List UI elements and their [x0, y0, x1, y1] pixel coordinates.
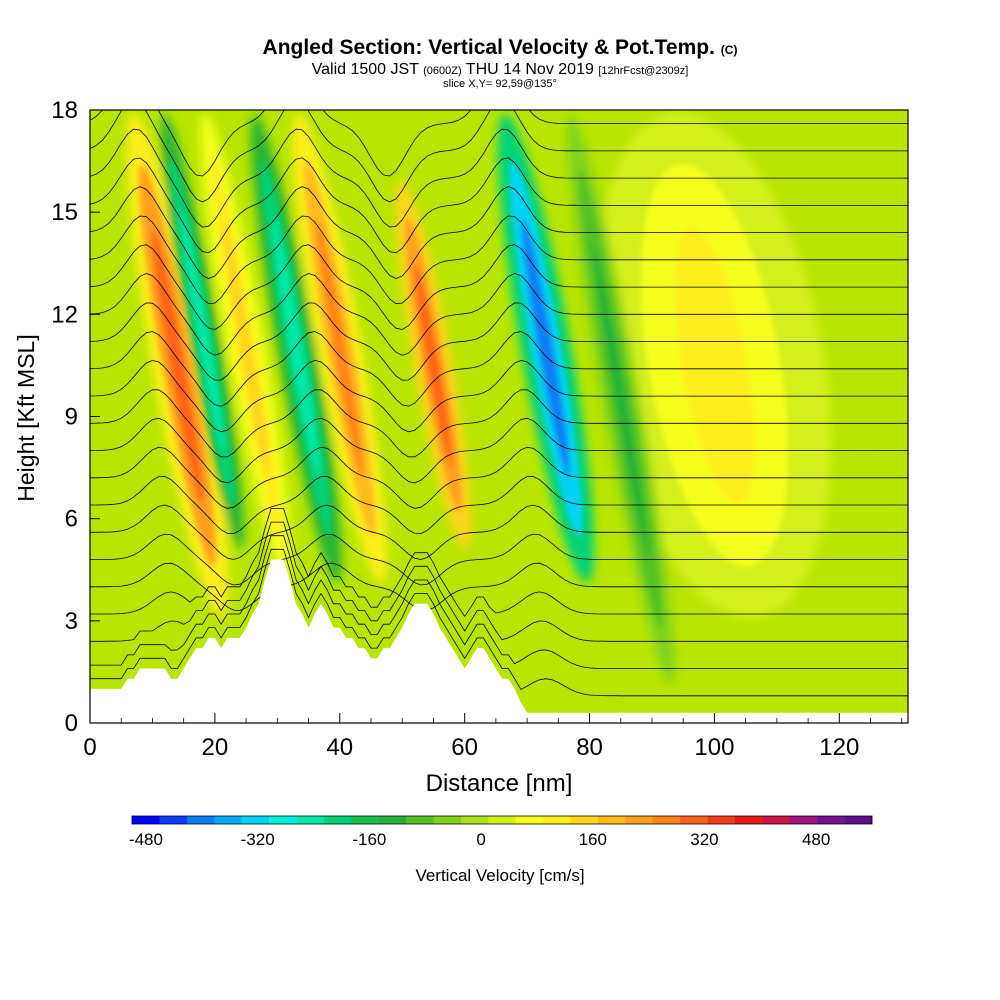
colorbar-frame [131, 815, 873, 825]
title-text: Angled Section: Vertical Velocity & Pot.… [262, 36, 715, 59]
x-axis-label: Distance [nm] [426, 770, 573, 797]
theta-contour [90, 508, 908, 618]
colorbar-swatch [570, 816, 599, 824]
downdraft-band-2-core [521, 219, 570, 478]
colorbar-swatch [460, 816, 489, 824]
x-tick-label: 0 [83, 734, 96, 761]
x-tick-label: 20 [202, 734, 229, 761]
colorbar-swatch [734, 816, 763, 824]
x-tick-label: 60 [451, 734, 478, 761]
colorbar: -480 -320 -160 0 160 320 480 [129, 815, 873, 849]
theta-contour [90, 446, 908, 509]
x-tick-label: 80 [576, 734, 603, 761]
colorbar-swatch [597, 816, 626, 824]
downdraft-band-1-core [272, 219, 320, 478]
y-tick-label: 0 [65, 710, 78, 737]
y-tick-label: 3 [65, 608, 78, 635]
theta-contour [90, 215, 908, 305]
colorbar-label: Vertical Velocity [cm/s] [415, 866, 584, 885]
colorbar-tick-label: -480 [129, 830, 163, 849]
slice-info: slice X,Y= 92,59@135° [443, 78, 557, 90]
colorbar-swatch [762, 816, 791, 824]
colorbar-swatch [296, 816, 325, 824]
theta-contour [90, 331, 908, 407]
theta-contour [90, 548, 908, 697]
y-tick-label: 12 [51, 301, 78, 328]
terrain [90, 559, 908, 723]
theta-contour [90, 562, 908, 611]
colorbar-swatch [186, 816, 215, 824]
valid-utc: (0600Z) [423, 65, 462, 77]
colorbar-tick-label: -320 [241, 830, 275, 849]
colorbar-tick-label: 480 [802, 830, 830, 849]
colorbar-swatch [652, 816, 681, 824]
updraft-band-0-core [151, 227, 203, 504]
y-tick-label: 15 [51, 199, 78, 226]
colorbar-tick-label: -160 [352, 830, 386, 849]
chart-subtitle: Valid 1500 JST (0600Z) THU 14 Nov 2019 [… [0, 61, 1000, 79]
theta-contour [90, 359, 908, 433]
theta-contour [90, 186, 908, 280]
valid-date: THU 14 Nov 2019 [465, 61, 594, 78]
colorbar-swatch [214, 816, 242, 824]
chart-title: Angled Section: Vertical Velocity & Pot.… [0, 36, 1000, 60]
forecast-info: [12hrFcst@2309z] [598, 65, 689, 77]
colorbar-swatch [680, 816, 708, 824]
theta-contour [90, 533, 908, 586]
colorbar-swatch [789, 816, 818, 824]
theta-contour [90, 389, 908, 458]
colorbar-swatch [488, 816, 517, 824]
colorbar-swatch [323, 816, 352, 824]
y-axis-label: Height [Kft MSL] [13, 334, 39, 501]
updraft-band-3-core [414, 263, 453, 467]
colorbar-tick-label: 320 [690, 830, 718, 849]
y-tick-label: 9 [65, 404, 78, 431]
theta-contour [90, 273, 908, 356]
theta-contour [90, 504, 908, 560]
theta-contour [90, 302, 908, 381]
colorbar-swatch [433, 816, 462, 824]
theta-contour [90, 417, 908, 484]
theta-contour [90, 535, 908, 669]
colorbar-swatch [844, 816, 873, 824]
colorbar-swatch [707, 816, 736, 824]
valid-time: Valid 1500 JST [311, 61, 419, 78]
colorbar-tick-label: 160 [579, 830, 607, 849]
x-tick-label: 120 [819, 734, 859, 761]
title-mark: (C) [720, 43, 738, 57]
colorbar-swatch [817, 816, 845, 824]
colorbar-swatch [515, 816, 544, 824]
theta-contour [90, 157, 908, 254]
theta-contour [90, 476, 908, 535]
y-tick-label: 6 [65, 506, 78, 533]
theta-contour [90, 128, 908, 228]
x-tick-label: 40 [326, 734, 353, 761]
colorbar-swatch [269, 816, 297, 824]
colorbar-swatch [159, 816, 188, 824]
colorbar-swatch [132, 816, 160, 824]
colorbar-swatch [351, 816, 379, 824]
downdraft-band-0-core [180, 211, 225, 452]
x-tick-label: 100 [694, 734, 734, 761]
theta-contour [90, 521, 908, 642]
theta-contour [90, 110, 908, 203]
theta-contour [90, 244, 908, 330]
updraft-band-1-core [222, 219, 270, 478]
y-tick-label: 18 [51, 97, 78, 124]
colorbar-tick-label: 0 [476, 830, 485, 849]
colorbar-swatch [241, 816, 270, 824]
colorbar-swatch [543, 816, 571, 824]
theta-contour [90, 110, 908, 177]
colorbar-swatch [378, 816, 407, 824]
colorbar-swatch [406, 816, 434, 824]
updraft-band-4-core [673, 226, 755, 504]
updraft-band-2-core [316, 219, 364, 478]
colorbar-swatch [625, 816, 654, 824]
